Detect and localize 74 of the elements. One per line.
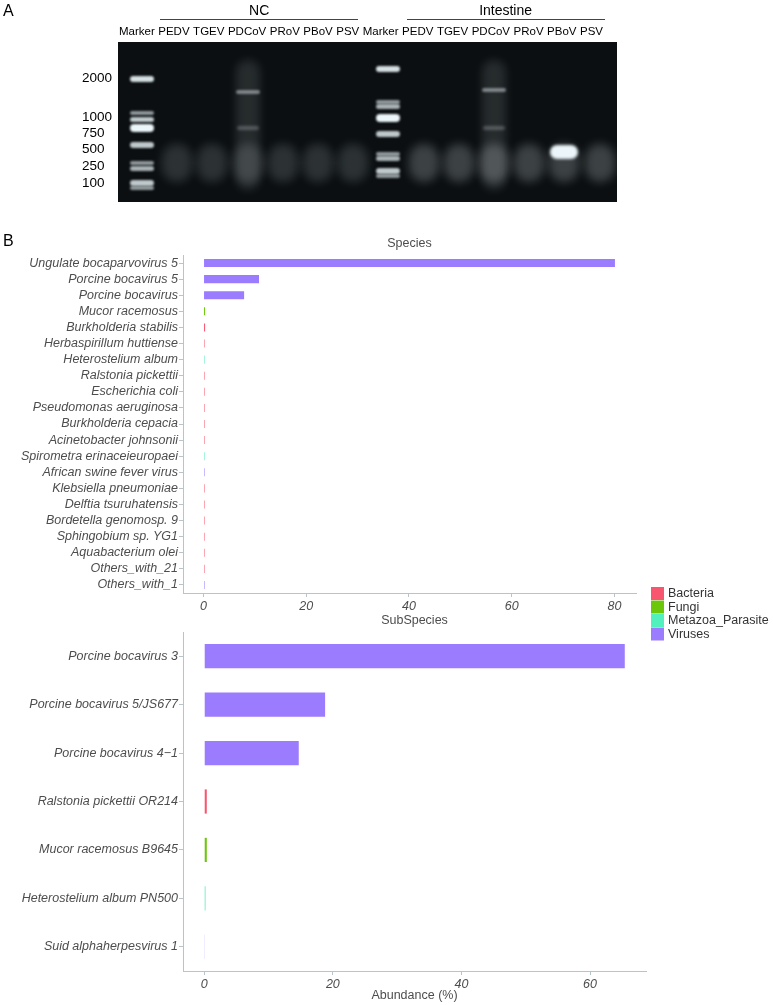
y-tick-label: Ungulate bocaparvovirus 5 xyxy=(29,255,179,270)
bar xyxy=(204,644,625,669)
text: NC xyxy=(249,2,270,18)
category-label: TGEV xyxy=(193,25,225,38)
y-tick-label: Porcine bocavirus 5 xyxy=(68,271,179,286)
y-tick-label: Escherichia coli xyxy=(91,384,180,399)
y-tick-label: Porcine bocavirus 4−1 xyxy=(53,745,178,760)
text: 500 xyxy=(82,141,105,157)
category-label: PSV xyxy=(336,25,360,38)
bar xyxy=(204,291,245,300)
x-tick-label: 0 xyxy=(200,598,208,613)
text: A xyxy=(3,2,14,19)
y-tick-label: Delftia tsuruhatensis xyxy=(64,496,178,511)
bar xyxy=(204,692,326,717)
bar xyxy=(204,837,207,863)
text: 750 xyxy=(82,125,105,141)
y-tick-label: Ralstonia pickettii OR214 xyxy=(37,793,179,808)
text: B xyxy=(3,232,14,249)
y-tick-label: Mucor racemosus xyxy=(78,303,178,318)
legend-label: Metazoa_Parasite xyxy=(668,613,769,628)
y-tick-label: African swine fever virus xyxy=(41,464,178,479)
y-tick-label: Heterostelium album PN500 xyxy=(21,890,179,905)
text: 250 xyxy=(82,158,105,174)
y-tick-label: Aquabacterium olei xyxy=(69,545,180,560)
category-label: PDCoV xyxy=(471,25,511,38)
text: 100 xyxy=(82,175,105,191)
category-label: Marker xyxy=(119,25,155,38)
y-tick-label: Heterostelium album xyxy=(63,352,178,367)
y-tick-label: Porcine bocavirus xyxy=(78,287,178,302)
y-tick-label: Porcine bocavirus 5/JS677 xyxy=(29,697,180,712)
y-tick-label: Others_with_1 xyxy=(97,577,178,592)
bar xyxy=(204,789,207,814)
category-label: PRoV xyxy=(513,25,544,38)
y-tick-label: Others_with_21 xyxy=(90,561,178,576)
y-tick-label: Bordetella genomosp. 9 xyxy=(45,513,179,528)
category-label: PSV xyxy=(580,25,604,38)
category-label: PRoV xyxy=(269,25,300,38)
x-tick-label: 20 xyxy=(324,976,340,991)
y-tick-label: Porcine bocavirus 3 xyxy=(68,648,179,663)
y-tick-label: Burkholderia cepacia xyxy=(61,416,179,431)
y-tick-label: Suid alphaherpesvirus 1 xyxy=(43,939,178,954)
x-tick-label: 20 xyxy=(298,598,314,613)
category-label: PBoV xyxy=(303,25,333,38)
legend-label: Fungi xyxy=(668,599,700,614)
x-tick-label: 80 xyxy=(607,598,622,613)
x-tick-label: 60 xyxy=(504,598,519,613)
y-tick-label: Herbaspirillum huttiense xyxy=(43,336,179,351)
y-tick-label: Pseudomonas aeruginosa xyxy=(32,400,179,415)
category-label: PBoV xyxy=(547,25,577,38)
y-tick-label: Ralstonia pickettii xyxy=(80,368,180,383)
text: Intestine xyxy=(479,2,533,18)
category-label: PEDV xyxy=(158,25,190,38)
x-tick-label: 0 xyxy=(200,976,208,991)
text: 2000 xyxy=(82,70,113,86)
category-label: TGEV xyxy=(436,25,469,38)
y-tick-label: Sphingobium sp. YG1 xyxy=(56,529,178,544)
category-label: Marker xyxy=(362,25,399,38)
legend-label: Bacteria xyxy=(668,586,714,601)
chart-title: Species xyxy=(387,235,432,250)
bar xyxy=(204,740,299,766)
y-tick-label: Klebsiella pneumoniae xyxy=(52,480,179,495)
y-tick-label: Spirometra erinaceieuropaei xyxy=(20,448,180,463)
x-tick-label: 40 xyxy=(402,598,416,613)
legend-label: Viruses xyxy=(668,626,710,641)
chart-title: SubSpecies xyxy=(381,612,448,627)
category-label: PDCoV xyxy=(227,25,267,38)
y-tick-label: Acinetobacter johnsonii xyxy=(47,432,180,447)
bar xyxy=(204,259,615,268)
y-tick-label: Mucor racemosus B9645 xyxy=(39,842,179,857)
x-tick-label: 60 xyxy=(583,976,598,991)
bar xyxy=(204,275,260,284)
text: 1000 xyxy=(82,109,113,125)
category-label: PEDV xyxy=(402,25,434,38)
y-tick-label: Burkholderia stabilis xyxy=(66,319,178,334)
